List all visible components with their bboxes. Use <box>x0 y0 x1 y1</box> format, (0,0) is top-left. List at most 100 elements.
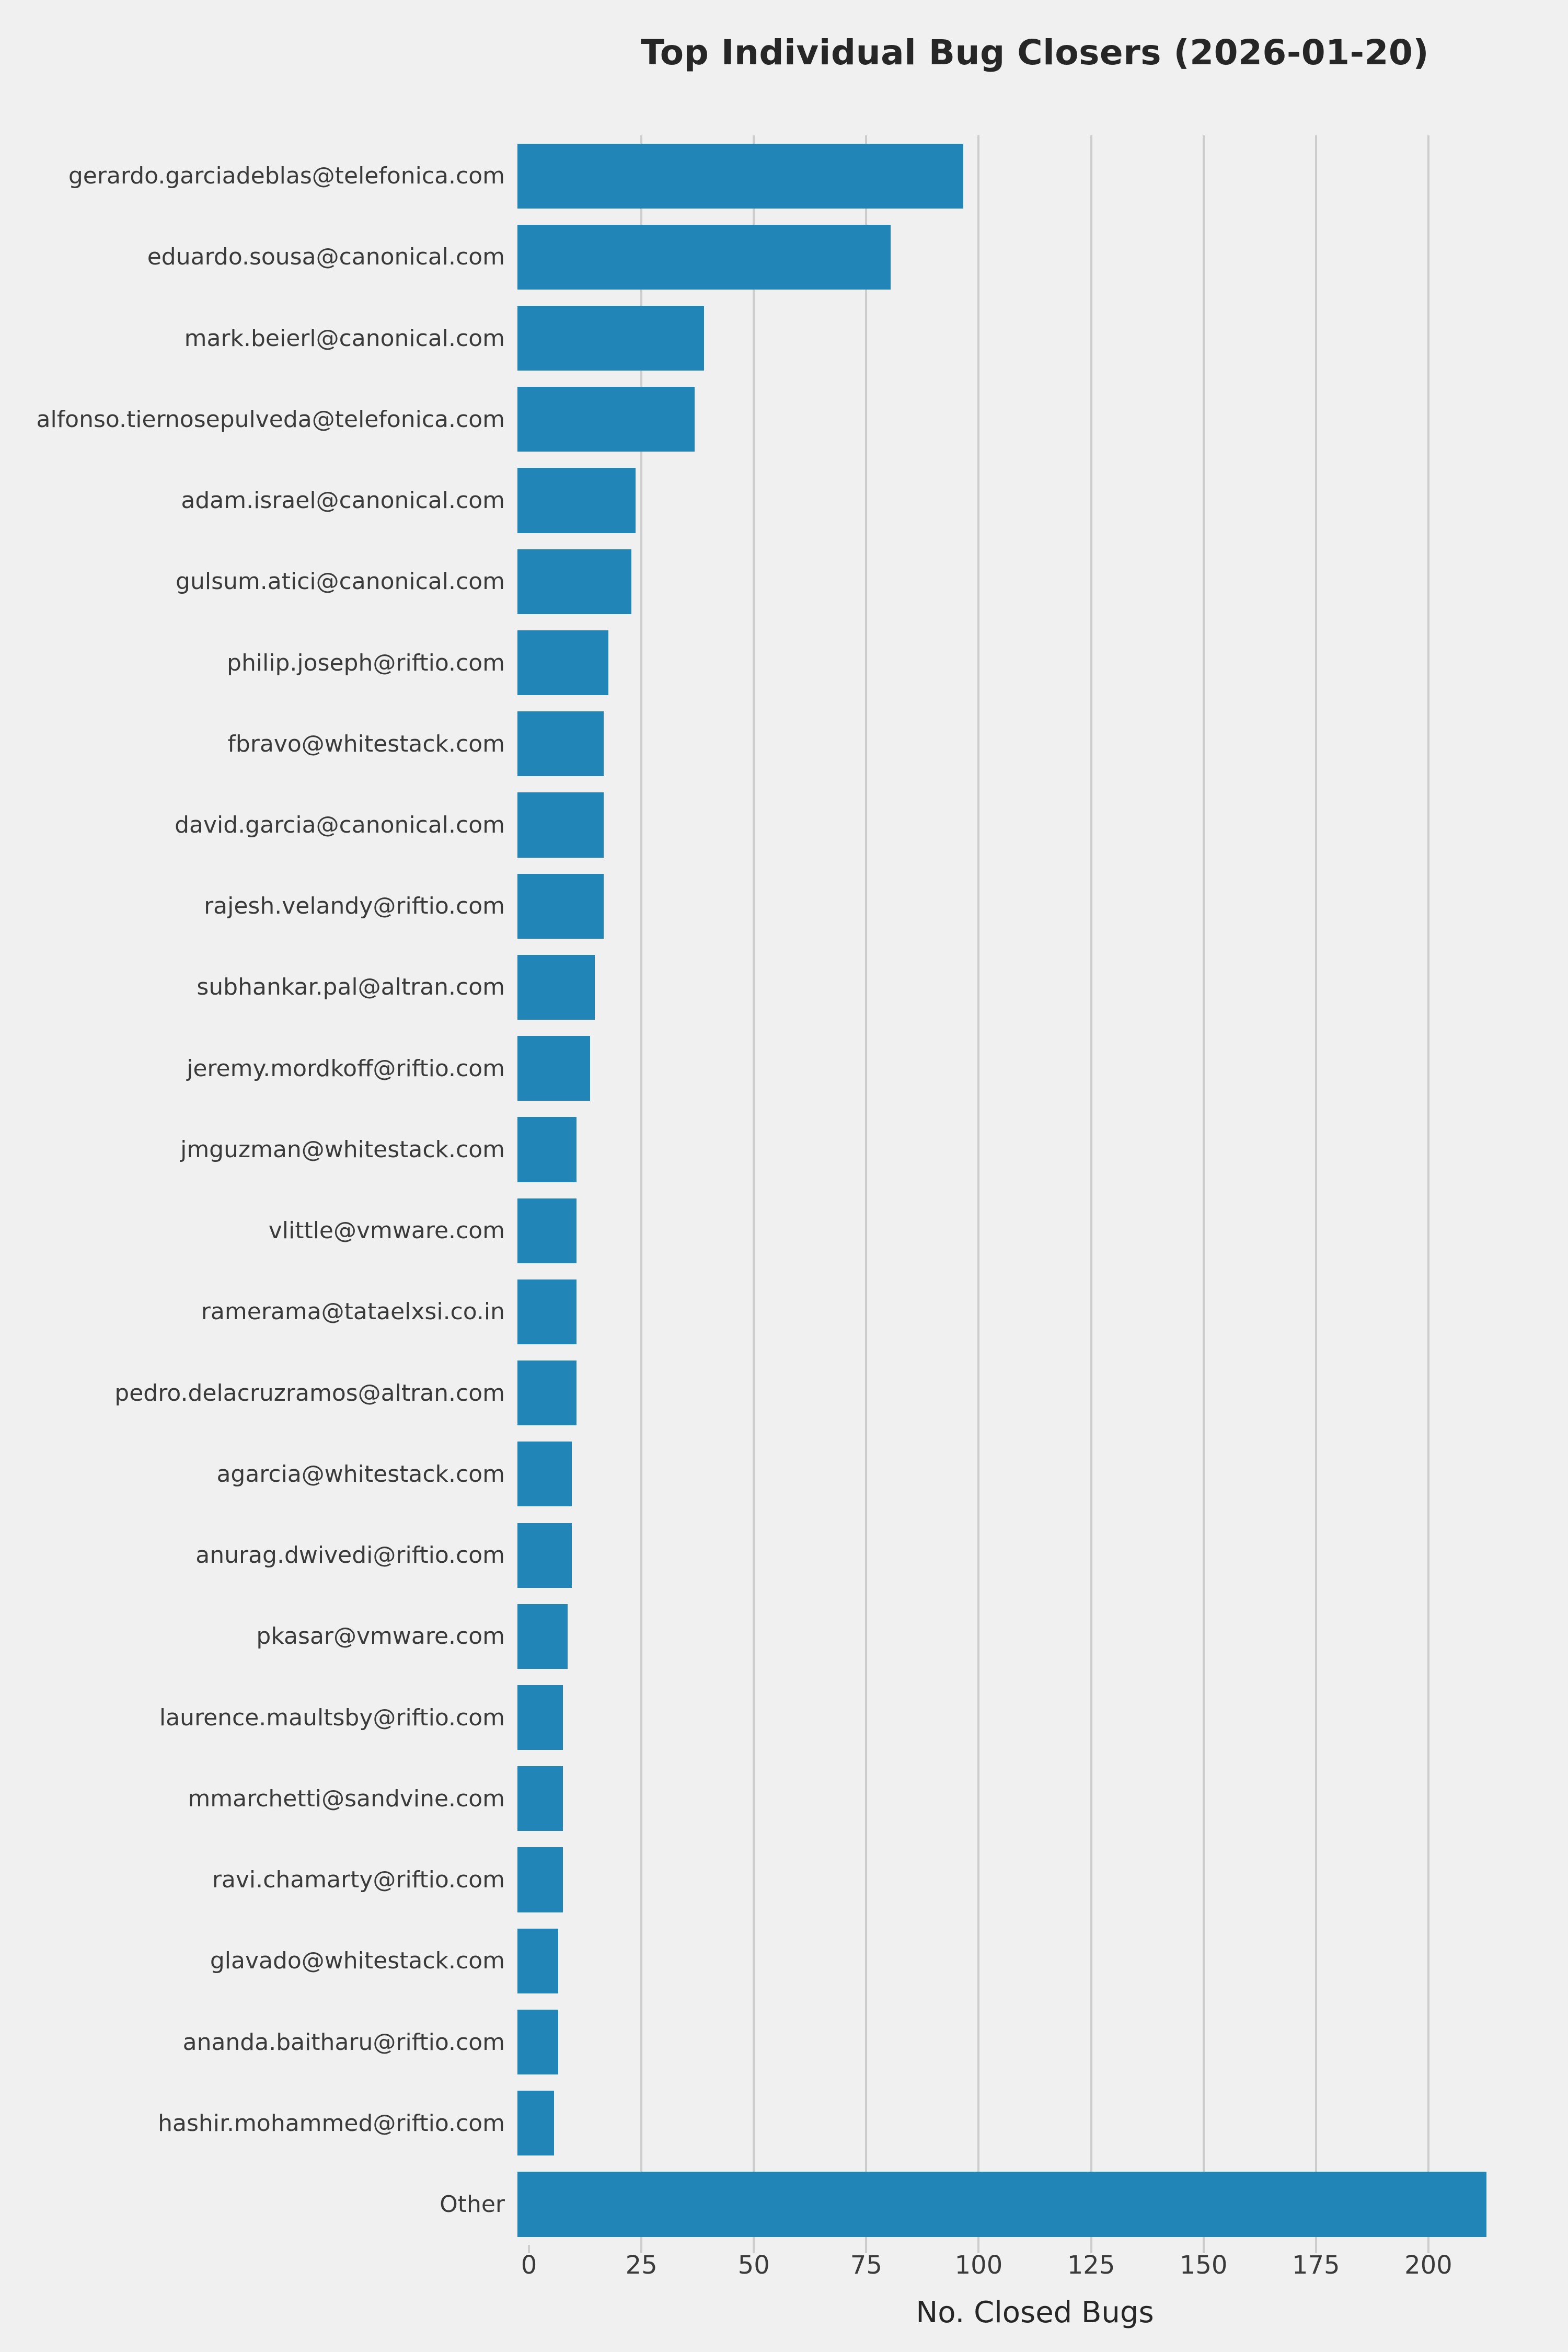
x-tick-mark-0 <box>528 2245 530 2253</box>
x-tick-mark-125 <box>1090 2245 1092 2253</box>
bar <box>517 2009 559 2075</box>
y-axis-label: gulsum.atici@canonical.com <box>176 568 505 595</box>
bar-row: rajesh.velandy@riftio.com <box>0 866 1541 947</box>
bar-track <box>517 1515 1541 1596</box>
y-axis-label: david.garcia@canonical.com <box>175 811 505 838</box>
bar <box>517 2172 1486 2237</box>
x-tick-mark-175 <box>1315 2245 1317 2253</box>
y-axis-label: ananda.baitharu@riftio.com <box>182 2028 505 2056</box>
bar-track <box>517 866 1541 947</box>
bar-track <box>517 785 1541 866</box>
y-axis-label: gerardo.garciadeblas@telefonica.com <box>68 163 505 190</box>
bar-track <box>517 947 1541 1028</box>
bar <box>517 143 963 209</box>
y-axis-label: anurag.dwivedi@riftio.com <box>195 1542 505 1569</box>
bar <box>517 1279 577 1344</box>
bar-track <box>517 1434 1541 1515</box>
y-axis-label: eduardo.sousa@canonical.com <box>147 244 505 271</box>
plot-area <box>529 135 1541 2245</box>
x-tick-mark-50 <box>753 2245 755 2253</box>
bar-track <box>517 1839 1541 1920</box>
bar-track <box>517 1190 1541 1271</box>
gridline-x-100 <box>977 135 980 2245</box>
gridline-x-125 <box>1090 135 1092 2245</box>
y-axis-label: jmguzman@whitestack.com <box>180 1136 505 1163</box>
bar-row: gerardo.garciadeblas@telefonica.com <box>0 135 1541 216</box>
bar-track <box>517 297 1541 378</box>
x-tick-label-75: 75 <box>850 2251 882 2280</box>
bar <box>517 1117 577 1182</box>
y-axis-label: jeremy.mordkoff@riftio.com <box>187 1055 505 1082</box>
x-tick-label-150: 150 <box>1179 2251 1228 2280</box>
x-tick-mark-200 <box>1427 2245 1429 2253</box>
bar <box>517 305 704 371</box>
y-axis-label: subhankar.pal@altran.com <box>197 974 505 1001</box>
bar-row: david.garcia@canonical.com <box>0 785 1541 866</box>
bar-row: Other <box>0 2164 1541 2245</box>
bar <box>517 387 695 452</box>
y-axis-label: pkasar@vmware.com <box>256 1623 505 1650</box>
bar-row: adam.israel@canonical.com <box>0 460 1541 541</box>
bar-track <box>517 1271 1541 1352</box>
bar-row: ananda.baitharu@riftio.com <box>0 2001 1541 2082</box>
bar <box>517 873 604 939</box>
x-tick-mark-150 <box>1202 2245 1205 2253</box>
bar-track <box>517 2083 1541 2164</box>
bar-track <box>517 1920 1541 2001</box>
bar-row: jeremy.mordkoff@riftio.com <box>0 1028 1541 1109</box>
bar <box>517 630 609 696</box>
y-axis-label: laurence.maultsby@riftio.com <box>159 1704 505 1731</box>
bar-track <box>517 2001 1541 2082</box>
bar-track <box>517 1353 1541 1434</box>
y-axis-label: Other <box>440 2190 505 2218</box>
bar-row: mmarchetti@sandvine.com <box>0 1758 1541 1839</box>
bar-track <box>517 1758 1541 1839</box>
bar <box>517 1523 572 1588</box>
y-axis-label: glavado@whitestack.com <box>210 1947 505 1975</box>
bar-track <box>517 1028 1541 1109</box>
bar-row: gulsum.atici@canonical.com <box>0 541 1541 622</box>
bar-track <box>517 704 1541 785</box>
bar <box>517 1604 568 1669</box>
bar-rows: gerardo.garciadeblas@telefonica.com eduar… <box>0 135 1541 2245</box>
x-tick-label-0: 0 <box>521 2251 537 2280</box>
y-axis-label: agarcia@whitestack.com <box>216 1460 505 1488</box>
x-tick-label-100: 100 <box>954 2251 1003 2280</box>
x-tick-label-50: 50 <box>737 2251 770 2280</box>
y-axis-label: philip.joseph@riftio.com <box>227 649 505 676</box>
gridline-x-25 <box>640 135 643 2245</box>
bar <box>517 954 595 1020</box>
bar <box>517 1442 572 1507</box>
chart-title: Top Individual Bug Closers (2026-01-20) <box>640 32 1429 73</box>
bar <box>517 792 604 858</box>
bar-track <box>517 541 1541 622</box>
y-axis-label: adam.israel@canonical.com <box>181 487 505 514</box>
bar-row: philip.joseph@riftio.com <box>0 622 1541 703</box>
x-tick-label-125: 125 <box>1067 2251 1115 2280</box>
bar <box>517 1361 577 1426</box>
bar-row: anurag.dwivedi@riftio.com <box>0 1515 1541 1596</box>
bar <box>517 1766 563 1831</box>
bar <box>517 1198 577 1263</box>
bar-track <box>517 622 1541 703</box>
bar-row: fbravo@whitestack.com <box>0 704 1541 785</box>
x-tick-mark-25 <box>640 2245 643 2253</box>
y-axis-label: alfonso.tiernosepulveda@telefonica.com <box>36 406 505 433</box>
bar-row: laurence.maultsby@riftio.com <box>0 1677 1541 1758</box>
y-axis-label: vlittle@vmware.com <box>268 1217 505 1244</box>
bar <box>517 1036 591 1101</box>
bar <box>517 1928 559 1993</box>
y-axis-label: fbravo@whitestack.com <box>227 730 505 757</box>
bar-row: pkasar@vmware.com <box>0 1596 1541 1677</box>
x-tick-mark-100 <box>977 2245 980 2253</box>
bar-row: mark.beierl@canonical.com <box>0 297 1541 378</box>
bar-row: eduardo.sousa@canonical.com <box>0 216 1541 297</box>
bar <box>517 468 636 533</box>
x-axis-label: No. Closed Bugs <box>916 2296 1154 2330</box>
bar <box>517 549 631 614</box>
bar-row: hashir.mohammed@riftio.com <box>0 2083 1541 2164</box>
x-tick-label-200: 200 <box>1404 2251 1452 2280</box>
bar-track <box>517 460 1541 541</box>
y-axis-label: hashir.mohammed@riftio.com <box>158 2109 505 2137</box>
